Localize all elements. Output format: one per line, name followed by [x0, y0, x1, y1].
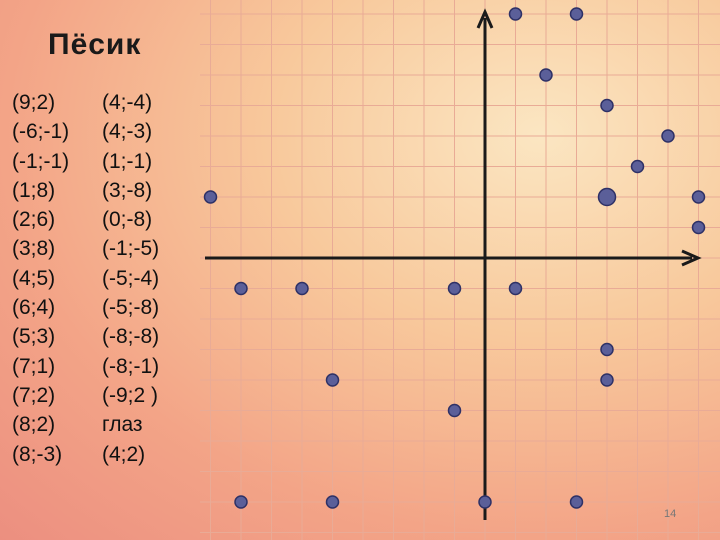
data-point: [508, 7, 523, 21]
data-point: [691, 190, 706, 204]
data-point: [539, 68, 553, 82]
y-axis-arrow: [476, 8, 494, 29]
coordinate-item: (8;2): [12, 413, 56, 437]
axes: [205, 8, 702, 520]
coordinates-column-1: (9;2) (-6;-1) (-1;-1) (1;8) (2;6) (3;8) …: [12, 88, 69, 469]
eye-point: [597, 187, 617, 207]
coordinate-item: (7;1): [12, 354, 56, 378]
data-point: [478, 495, 492, 509]
coordinate-item: (-9;2 ): [102, 383, 159, 407]
data-point: [508, 281, 523, 296]
data-point: [295, 281, 309, 296]
data-point: [447, 281, 462, 296]
data-point: [569, 7, 584, 21]
data-point: [569, 495, 584, 509]
coordinate-item: (3;-8): [102, 178, 153, 202]
data-point: [661, 129, 675, 143]
coordinate-item: (7;2): [12, 383, 56, 407]
coordinate-item: (4;-3): [102, 120, 153, 144]
data-point: [325, 495, 340, 509]
coordinate-item: (-5;-4): [102, 266, 160, 290]
eye-label: глаз: [102, 413, 143, 437]
coordinates-column-2: (4;-4) (4;-3) (1;-1) (3;-8) (0;-8) (-1;-…: [102, 88, 159, 469]
data-point: [234, 281, 248, 296]
coordinate-item: (-6;-1): [12, 120, 70, 144]
data-point: [600, 342, 614, 357]
coordinate-item: (-1;-5): [102, 237, 160, 261]
data-point: [325, 373, 340, 387]
data-point: [447, 403, 462, 418]
coordinate-item: (-5;-8): [102, 296, 160, 320]
data-point: [234, 495, 248, 509]
coordinate-item: (2;6): [12, 208, 56, 232]
coordinate-item: (4;2): [102, 442, 146, 466]
coordinate-item: (-1;-1): [12, 149, 70, 173]
coordinate-item: (4;-4): [102, 91, 153, 114]
coordinate-item: (1;-1): [102, 149, 153, 173]
data-point: [630, 159, 645, 174]
coordinate-item: (-8;-1): [102, 354, 160, 378]
data-point: [203, 190, 218, 204]
data-point: [691, 220, 706, 235]
data-point: [600, 98, 614, 113]
coordinate-item: (5;3): [12, 325, 56, 349]
grid: [200, 0, 720, 540]
slide-title: Пёсик: [48, 28, 142, 61]
coordinate-item: (1;8): [12, 178, 56, 202]
coordinate-item: (0;-8): [102, 208, 153, 232]
coordinate-item: (-8;-8): [102, 325, 160, 349]
coordinate-item: (3;8): [12, 237, 56, 261]
coordinate-item: (4;5): [12, 266, 56, 290]
points: [203, 7, 706, 509]
coordinate-item: (9;2): [12, 91, 56, 114]
x-axis-arrow: [681, 249, 702, 267]
coordinate-item: (6;4): [12, 296, 56, 320]
data-point: [600, 373, 614, 387]
page-number: 14: [664, 508, 677, 520]
coordinate-item: (8;-3): [12, 442, 63, 466]
